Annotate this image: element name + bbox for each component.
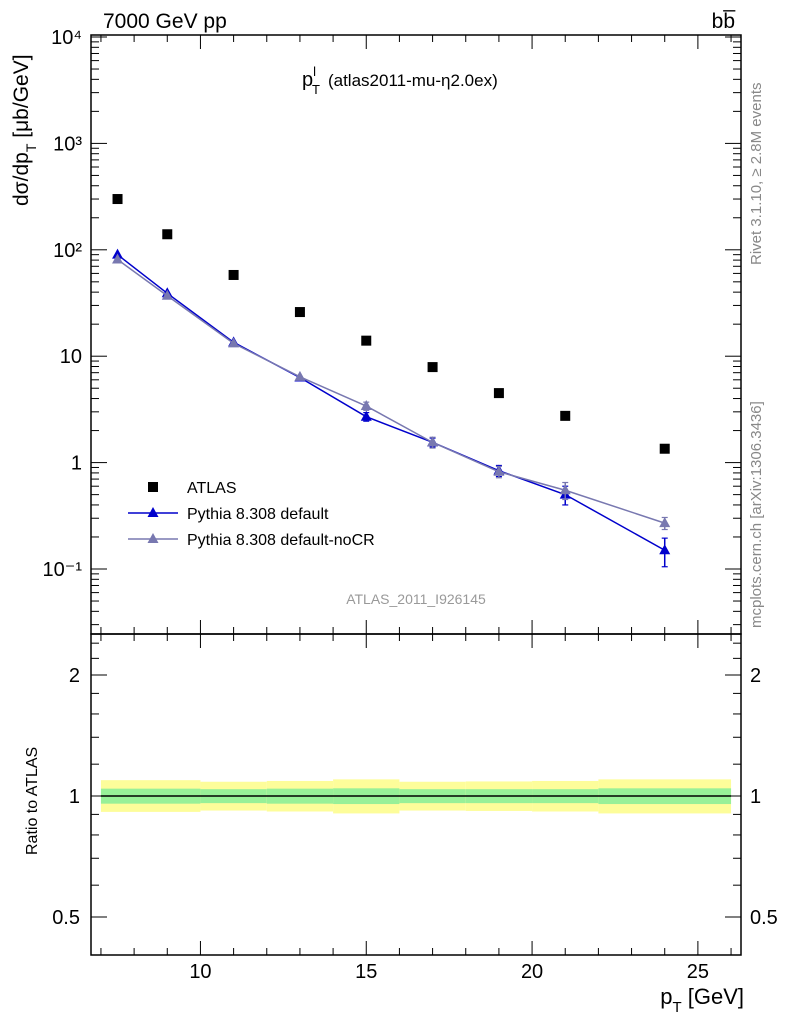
x-axis-label-sub: T bbox=[672, 999, 681, 1016]
y-tick-label: 10² bbox=[53, 240, 82, 262]
data-point-pythia-8-308-default-nocr bbox=[112, 253, 124, 264]
data-point-atlas bbox=[228, 269, 239, 280]
y-tick-label: 10⁴ bbox=[51, 27, 82, 49]
plot-title-main: p bbox=[302, 69, 313, 91]
data-point-pythia-8-308-default-nocr bbox=[559, 484, 571, 495]
y-tick-label: 10³ bbox=[53, 133, 82, 155]
data-point-pythia-8-308-default-nocr bbox=[161, 289, 173, 300]
y-tick-label: 10 bbox=[60, 346, 82, 368]
ratio-plot-frame bbox=[90, 633, 742, 956]
plot-title-rest: (atlas2011-mu-η2.0ex) bbox=[328, 71, 498, 90]
data-point-atlas bbox=[294, 307, 305, 318]
y-axis-label-ratio: Ratio to ATLAS bbox=[24, 747, 41, 855]
ratio-y-tick-label-left: 1 bbox=[69, 786, 80, 808]
x-axis-label-post: [GeV] bbox=[682, 984, 744, 1009]
y-axis-label-main-pre: dσ/dp bbox=[10, 152, 33, 206]
legend-marker-pythia-8-308-default bbox=[147, 507, 159, 517]
data-point-pythia-8-308-default-nocr bbox=[360, 400, 372, 411]
data-point-atlas bbox=[361, 335, 372, 346]
x-tick-label: 25 bbox=[687, 961, 709, 983]
plot-title: pl T (atlas2011-mu-η2.0ex) bbox=[302, 64, 498, 97]
data-point-pythia-8-308-default-nocr bbox=[294, 370, 306, 381]
rivet-version-text: Rivet 3.1.10, ≥ 2.8M events bbox=[748, 83, 765, 266]
data-point-pythia-8-308-default-nocr bbox=[427, 436, 439, 447]
analysis-label: ATLAS_2011_I926145 bbox=[346, 591, 486, 607]
legend-marker-atlas bbox=[148, 482, 158, 492]
x-axis-label: pT [GeV] bbox=[660, 984, 744, 1016]
data-point-pythia-8-308-default-nocr bbox=[228, 337, 240, 348]
mcplots-reference-text: mcplots.cern.ch [arXiv:1306.3436] bbox=[748, 401, 765, 628]
legend: ATLAS Pythia 8.308 default Pythia 8.308 de… bbox=[128, 480, 375, 549]
x-axis-label-pre: p bbox=[660, 984, 672, 1009]
legend-marker-pythia-8-308-default-nocr bbox=[147, 533, 159, 543]
ratio-y-tick-label-right: 1 bbox=[750, 786, 761, 808]
main-series-group bbox=[112, 194, 671, 568]
legend-label-atlas: ATLAS bbox=[187, 480, 237, 497]
y-axis-label-main-sub: T bbox=[23, 143, 39, 152]
data-point-atlas bbox=[427, 362, 438, 373]
x-tick-label: 20 bbox=[521, 961, 543, 983]
y-axis-label-main-post: [μb/GeV] bbox=[10, 54, 33, 143]
data-point-pythia-8-308-default bbox=[659, 544, 671, 555]
ratio-y-tick-label-right: 2 bbox=[750, 665, 761, 687]
data-point-pythia-8-308-default-nocr bbox=[659, 517, 671, 528]
y-tick-label: 10⁻¹ bbox=[43, 559, 83, 581]
energy-label: 7000 GeV pp bbox=[103, 10, 227, 33]
x-tick-label: 10 bbox=[189, 961, 211, 983]
data-point-atlas bbox=[659, 443, 670, 454]
data-point-atlas bbox=[493, 388, 504, 399]
data-point-pythia-8-308-default-nocr bbox=[493, 465, 505, 476]
plot-title-sup: l bbox=[313, 64, 316, 79]
y-axis-label-main: dσ/dpT [μb/GeV] bbox=[10, 54, 39, 206]
y-tick-label: 1 bbox=[71, 453, 82, 475]
ratio-y-tick-label-right: 0.5 bbox=[750, 907, 778, 929]
process-label: bb̅ bbox=[712, 10, 737, 33]
data-point-atlas bbox=[560, 410, 571, 421]
data-point-atlas bbox=[112, 194, 123, 205]
data-point-atlas bbox=[162, 229, 173, 240]
plot-title-sub: T bbox=[312, 82, 320, 97]
data-point-pythia-8-308-default bbox=[360, 410, 372, 421]
x-tick-label: 15 bbox=[355, 961, 377, 983]
legend-label-pythia-8-308-default-nocr: Pythia 8.308 default-noCR bbox=[187, 532, 375, 549]
axes-group: 10 15 20 25 10⁻¹ 1 10 10² 10³ 10⁴ 0.5 0.5 1 1 2 2 bbox=[43, 27, 778, 983]
ratio-y-tick-label-left: 2 bbox=[69, 665, 80, 687]
ratio-y-tick-label-left: 0.5 bbox=[52, 907, 80, 929]
legend-label-pythia-8-308-default: Pythia 8.308 default bbox=[187, 506, 329, 523]
